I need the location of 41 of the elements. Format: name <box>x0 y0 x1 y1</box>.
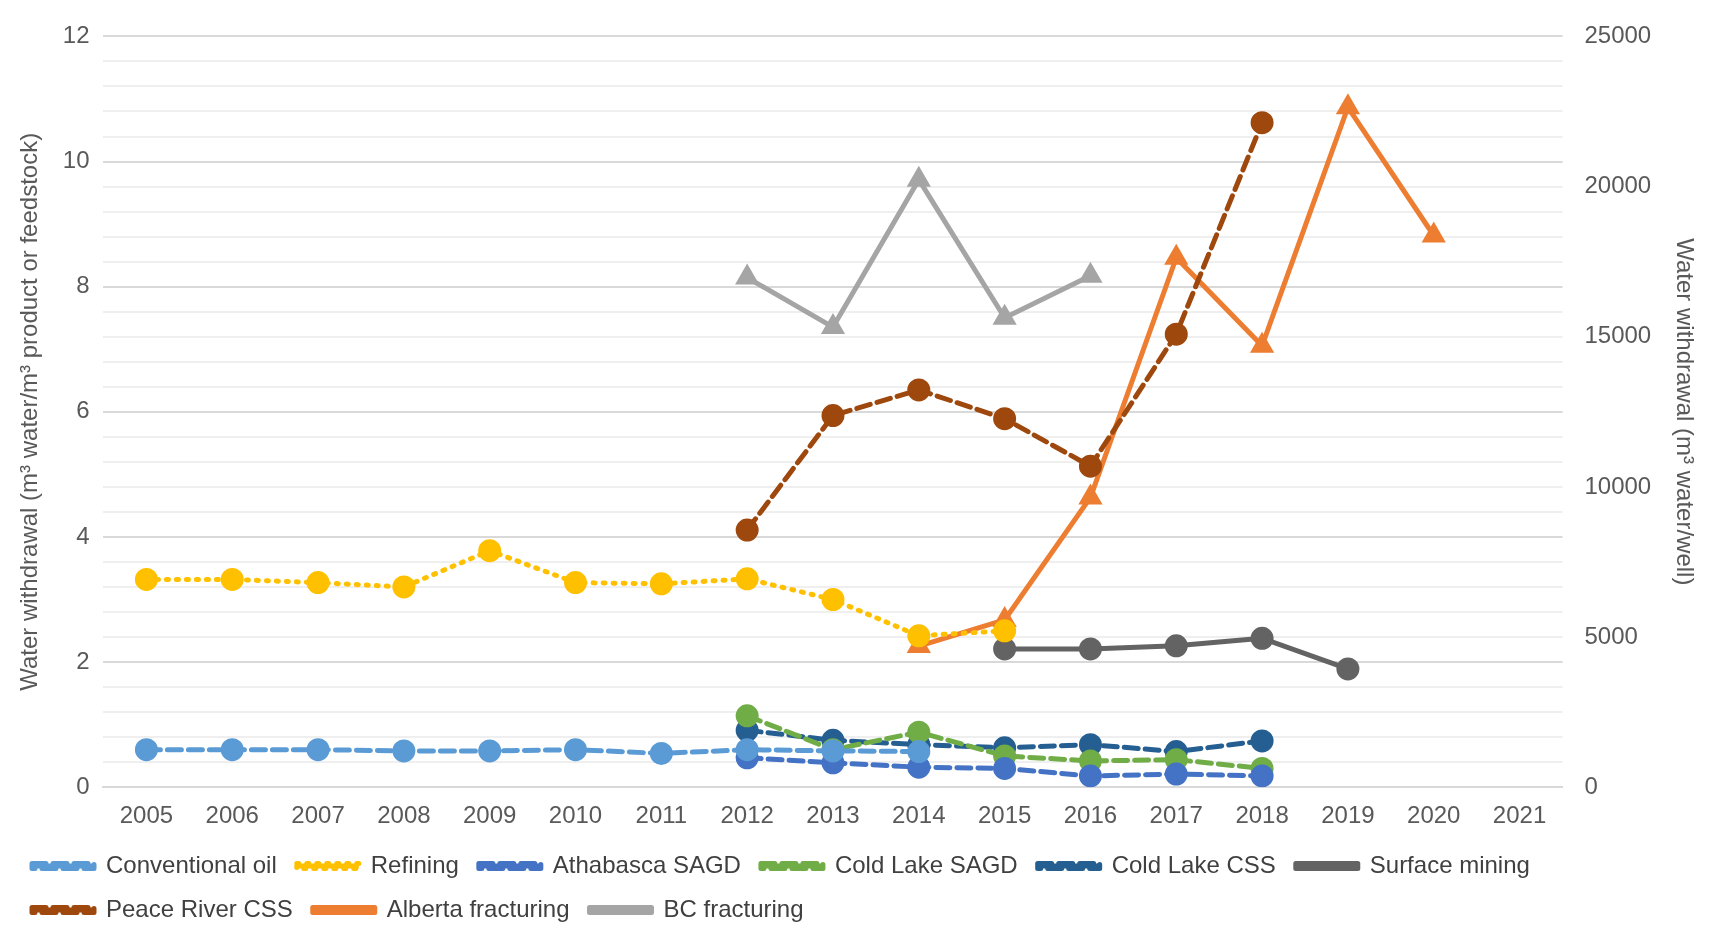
y2-tick-label: 10000 <box>1584 471 1652 499</box>
legend-label: Surface mining <box>1369 850 1530 878</box>
x-tick-label: 2007 <box>291 801 345 829</box>
x-tick-label: 2021 <box>1492 801 1547 829</box>
x-tick-label: 2008 <box>377 801 431 829</box>
y-tick-label: 2 <box>76 646 90 674</box>
legend-label: Peace River CSS <box>106 894 293 922</box>
legend-label: BC fracturing <box>663 894 804 922</box>
x-tick-label: 2005 <box>119 801 174 829</box>
legend-label: Athabasca SAGD <box>552 850 741 878</box>
y-tick-label: 8 <box>76 271 90 299</box>
x-tick-label: 2011 <box>635 801 688 829</box>
x-tick-label: 2009 <box>463 801 517 829</box>
y2-tick-label: 5000 <box>1584 621 1638 649</box>
x-tick-label: 2014 <box>892 801 946 829</box>
x-tick-label: 2013 <box>806 801 860 829</box>
x-tick-label: 2017 <box>1149 801 1203 829</box>
x-tick-label: 2018 <box>1235 801 1289 829</box>
x-tick-label: 2016 <box>1063 801 1118 829</box>
y-tick-label: 4 <box>76 521 90 549</box>
legend-label: Cold Lake CSS <box>1111 850 1276 878</box>
y-tick-label: 0 <box>76 771 90 799</box>
x-tick-label: 2020 <box>1407 801 1461 829</box>
y-tick-label: 10 <box>62 146 90 174</box>
y-axis-title: Water withdrawal (m³ water/m³ product or feedstock) <box>15 132 43 691</box>
y2-axis-title: Water withdrawal (m³ water/well) <box>1671 238 1699 586</box>
x-tick-label: 2006 <box>205 801 259 829</box>
x-tick-label: 2012 <box>720 801 774 829</box>
x-tick-label: 2019 <box>1321 801 1375 829</box>
y2-tick-label: 20000 <box>1584 171 1652 199</box>
y-tick-label: 12 <box>62 21 90 49</box>
y2-tick-label: 0 <box>1584 771 1598 799</box>
legend-label: Refining <box>370 850 459 878</box>
y2-tick-label: 25000 <box>1584 21 1652 49</box>
legend-label: Conventional oil <box>106 850 277 878</box>
legend-label: Cold Lake SAGD <box>834 850 1018 878</box>
y-tick-label: 6 <box>76 396 90 424</box>
x-tick-label: 2015 <box>977 801 1032 829</box>
x-tick-label: 2010 <box>548 801 603 829</box>
y2-tick-label: 15000 <box>1584 321 1652 349</box>
legend-label: Alberta fracturing <box>386 894 570 922</box>
